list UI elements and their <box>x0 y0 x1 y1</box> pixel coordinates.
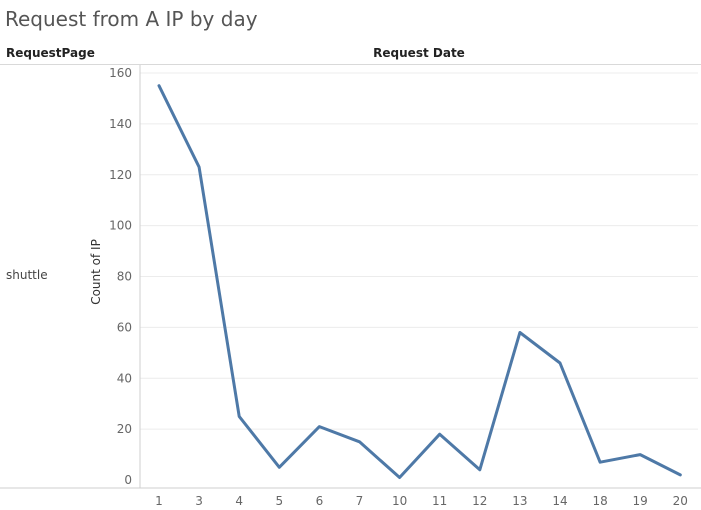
x-tick-label-7: 7 <box>356 494 364 508</box>
x-tick-label-1: 1 <box>155 494 163 508</box>
y-tick-label-80: 80 <box>117 270 132 284</box>
x-tick-label-13: 13 <box>512 494 527 508</box>
data-point-18 <box>599 461 602 464</box>
chart-title: Request from A IP by day <box>5 7 258 31</box>
series-line-1 <box>157 84 682 479</box>
x-tick-label-14: 14 <box>552 494 567 508</box>
data-point-20 <box>679 473 682 476</box>
data-point-5 <box>278 466 281 469</box>
y-tick-label-0: 0 <box>124 473 132 487</box>
row-header-requestpage: RequestPage <box>6 46 95 60</box>
y-tick-label-120: 120 <box>109 168 132 182</box>
x-tick-label-19: 19 <box>633 494 648 508</box>
x-tick-label-6: 6 <box>316 494 324 508</box>
x-tick-label-10: 10 <box>392 494 407 508</box>
data-point-6 <box>318 425 321 428</box>
row-label-shuttle: shuttle <box>6 268 48 282</box>
x-tick-label-4: 4 <box>235 494 243 508</box>
x-tick-label-12: 12 <box>472 494 487 508</box>
data-point-3 <box>198 166 201 169</box>
y-tick-label-40: 40 <box>117 371 132 385</box>
data-point-11 <box>438 433 441 436</box>
x-tick-label-3: 3 <box>195 494 203 508</box>
y-tick-label-100: 100 <box>109 219 132 233</box>
data-point-7 <box>358 440 361 443</box>
x-tick-label-11: 11 <box>432 494 447 508</box>
data-point-13 <box>518 331 521 334</box>
column-header-request-date: Request Date <box>373 46 465 60</box>
data-point-4 <box>238 415 241 418</box>
x-tick-label-5: 5 <box>275 494 283 508</box>
data-point-10 <box>398 476 401 479</box>
data-point-12 <box>478 468 481 471</box>
y-tick-label-60: 60 <box>117 320 132 334</box>
y-tick-label-20: 20 <box>117 422 132 436</box>
data-point-1 <box>158 84 161 87</box>
data-point-14 <box>559 361 562 364</box>
y-tick-label-160: 160 <box>109 66 132 80</box>
x-tick-label-18: 18 <box>592 494 607 508</box>
header-divider <box>0 64 701 65</box>
x-tick-label-20: 20 <box>673 494 688 508</box>
y-tick-label-140: 140 <box>109 117 132 131</box>
data-point-19 <box>639 453 642 456</box>
